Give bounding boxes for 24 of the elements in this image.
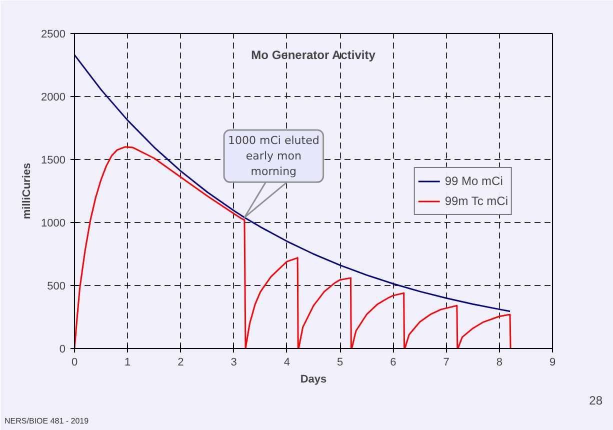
y-tick-label: 1500	[41, 154, 66, 166]
x-tick-label: 7	[443, 356, 450, 368]
x-tick-label: 6	[390, 356, 396, 368]
x-axis-title: Days	[300, 374, 327, 386]
x-tick-label: 9	[549, 356, 556, 368]
x-tick-label: 5	[336, 356, 344, 368]
x-tick-label: 3	[230, 356, 237, 368]
annotation: 1000 mCi eluted early mon morning	[228, 134, 320, 178]
y-tick-label: 1000	[41, 218, 66, 230]
legend-label: 99m Tc mCi	[444, 194, 508, 208]
x-tick-label: 2	[178, 356, 184, 368]
y-tick-label: 2000	[41, 92, 66, 104]
y-tick-label: 2500	[41, 28, 66, 40]
x-tick-label: 0	[71, 356, 78, 368]
y-axis-title: milliCuries	[21, 162, 34, 220]
y-tick-label: 0	[59, 344, 66, 356]
line-series	[74, 146, 512, 348]
x-tick-label: 4	[284, 356, 290, 368]
x-tick-label: 8	[496, 356, 502, 368]
legend-label: 99 Mo mCi	[444, 174, 503, 188]
y-tick-label: 500	[47, 280, 66, 292]
text: NERS/BIOE 481 - 2019	[4, 416, 90, 426]
text: 28	[589, 394, 603, 408]
x-tick-label: 1	[124, 356, 131, 368]
